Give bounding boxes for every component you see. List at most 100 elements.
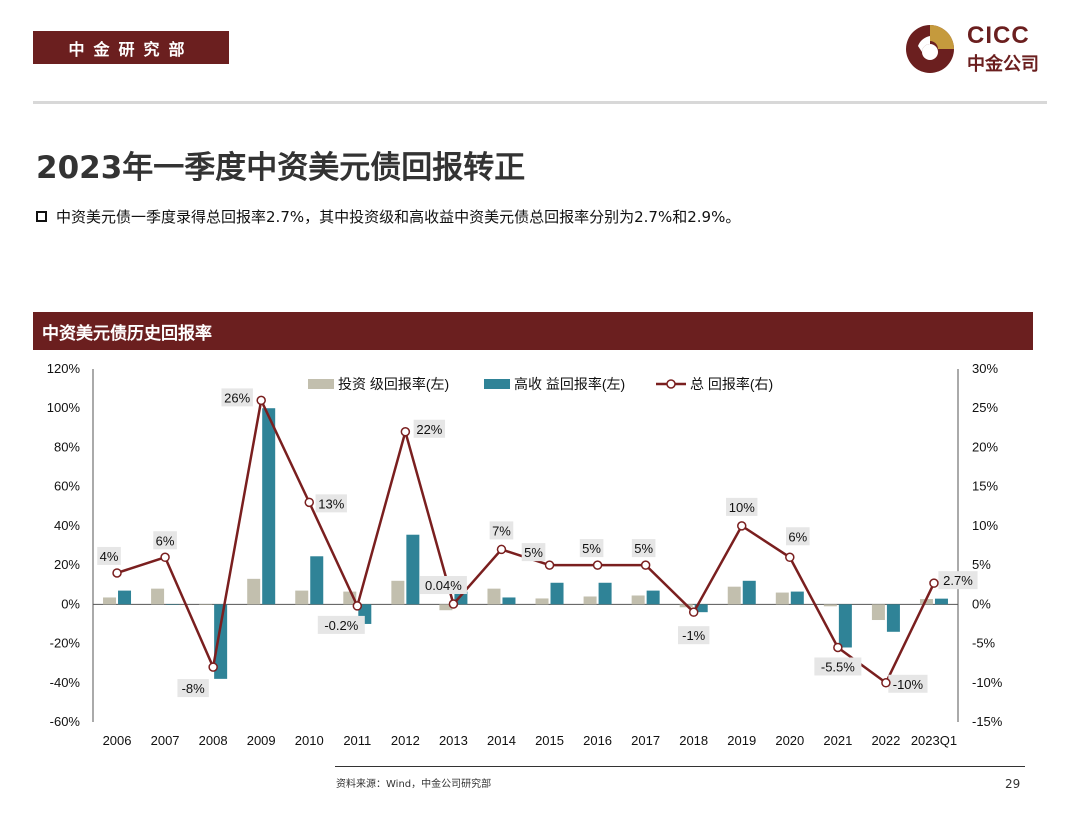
cicc-logo: CICC 中金公司: [905, 22, 1055, 77]
x-tick-label: 2020: [775, 733, 804, 748]
y-right-tick-label: 30%: [972, 361, 998, 376]
bar-high-yield: [694, 604, 708, 613]
bar-high-yield: [550, 582, 564, 605]
y-left-tick-label: 80%: [54, 439, 80, 454]
y-right-tick-label: 10%: [972, 518, 998, 533]
bar-high-yield: [310, 556, 324, 605]
data-label-bg: [413, 419, 446, 438]
legend-label-hy: 高收 益回报率(左): [514, 376, 625, 392]
bar-investment-grade: [583, 596, 597, 605]
total-return-point: [881, 678, 891, 688]
x-tick-label: 2006: [103, 733, 132, 748]
bar-investment-grade: [391, 580, 405, 605]
total-return-point: [256, 395, 266, 406]
total-return-data-label: -8%: [182, 681, 206, 696]
bullet-square-icon: [36, 211, 47, 222]
data-label-bg: [221, 388, 253, 407]
data-label-bg: [97, 546, 121, 565]
x-tick-label: 2017: [631, 733, 660, 748]
total-return-data-label: 0.04%: [425, 578, 462, 593]
x-tick-label: 2012: [391, 733, 420, 748]
y-left-tick-label: 120%: [47, 361, 81, 376]
bar-investment-grade: [823, 604, 837, 607]
data-label-bg: [677, 626, 710, 645]
total-return-data-label: -10%: [893, 677, 924, 692]
x-tick-label: 2021: [823, 733, 852, 748]
y-left-tick-label: -20%: [50, 636, 81, 651]
x-tick-label: 2019: [727, 733, 756, 748]
legend-swatch-hy: [484, 379, 510, 389]
legend-label-total: 总 回报率(右): [690, 376, 773, 392]
x-tick-label: 2014: [487, 733, 516, 748]
total-return-data-label: 26%: [224, 390, 250, 405]
x-tick-label: 2013: [439, 733, 468, 748]
y-right-tick-label: 20%: [972, 439, 998, 454]
bar-high-yield: [214, 604, 228, 679]
y-left-tick-label: 0%: [61, 596, 80, 611]
bar-high-yield: [118, 590, 132, 605]
bar-investment-grade: [775, 592, 789, 605]
data-label-bg: [521, 543, 546, 562]
total-return-line: [116, 396, 936, 685]
source-divider: [335, 766, 1025, 767]
bullet-text: 中资美元债一季度录得总回报率2.7%，其中投资级和高收益中资美元债总回报率分别为…: [56, 208, 741, 226]
x-tick-label: 2011: [343, 733, 371, 748]
legend-label-ig: 投资 级回报率(左): [338, 376, 449, 392]
bar-high-yield: [886, 604, 900, 632]
x-tick-label: 2015: [535, 733, 564, 748]
data-label-bg: [419, 576, 467, 595]
bar-investment-grade: [247, 578, 261, 605]
total-return-point: [833, 642, 843, 653]
bar-investment-grade: [631, 595, 645, 605]
total-return-data-label: -5.5%: [821, 659, 855, 674]
y-right-tick-label: -10%: [972, 675, 1003, 690]
bar-high-yield: [742, 580, 756, 605]
total-return-point: [208, 662, 218, 672]
logo-text-en: CICC: [967, 22, 1030, 49]
y-right-tick-label: -5%: [972, 636, 996, 651]
total-return-point: [400, 427, 411, 437]
data-label-bg: [888, 674, 928, 693]
total-return-data-label: 6%: [788, 529, 807, 544]
total-return-data-label: 10%: [729, 500, 755, 515]
total-return-point: [785, 552, 795, 563]
y-left-tick-label: -40%: [50, 675, 81, 690]
page-number: 29: [1005, 777, 1021, 791]
page-title: 2023年一季度中资美元债回报转正: [36, 150, 526, 186]
bar-investment-grade: [871, 604, 885, 621]
y-right-tick-label: 0%: [972, 596, 991, 611]
data-label-bg: [726, 497, 758, 516]
data-label-bg: [317, 615, 365, 634]
bar-investment-grade: [295, 590, 309, 605]
total-return-point: [737, 521, 747, 531]
bar-high-yield: [934, 598, 948, 605]
x-tick-label: 2022: [871, 733, 900, 748]
total-return-point: [304, 497, 314, 508]
total-return-data-label: 7%: [492, 523, 511, 538]
bar-investment-grade: [487, 588, 501, 605]
y-right-tick-label: -15%: [972, 714, 1003, 729]
bar-high-yield: [262, 408, 276, 605]
x-tick-label: 2007: [151, 733, 180, 748]
data-label-bg: [814, 657, 862, 676]
x-tick-label: 2023Q1: [911, 733, 957, 748]
x-tick-label: 2016: [583, 733, 612, 748]
source-note: 资料来源：Wind，中金公司研究部: [336, 779, 492, 790]
data-label-bg: [153, 531, 177, 550]
y-right-tick-label: 15%: [972, 479, 998, 494]
bar-investment-grade: [535, 598, 549, 605]
y-left-tick-label: 20%: [54, 557, 80, 572]
total-return-data-label: -0.2%: [324, 618, 358, 633]
total-return-point: [688, 607, 699, 617]
bar-investment-grade: [151, 588, 165, 605]
data-label-bg: [489, 521, 514, 540]
total-return-point: [112, 568, 122, 578]
legend-swatch-ig: [308, 379, 334, 389]
total-return-data-label: 5%: [582, 541, 601, 556]
bar-high-yield: [454, 591, 468, 605]
return-chart: 120% 100% 80% 60% 40% 20% 0% -20% -40% -60% 30% 25%…: [47, 361, 1003, 748]
bar-high-yield: [598, 582, 612, 605]
total-return-point: [448, 599, 459, 609]
total-return-data-label: 5%: [634, 541, 653, 556]
y-right-tick-label: 5%: [972, 557, 991, 572]
